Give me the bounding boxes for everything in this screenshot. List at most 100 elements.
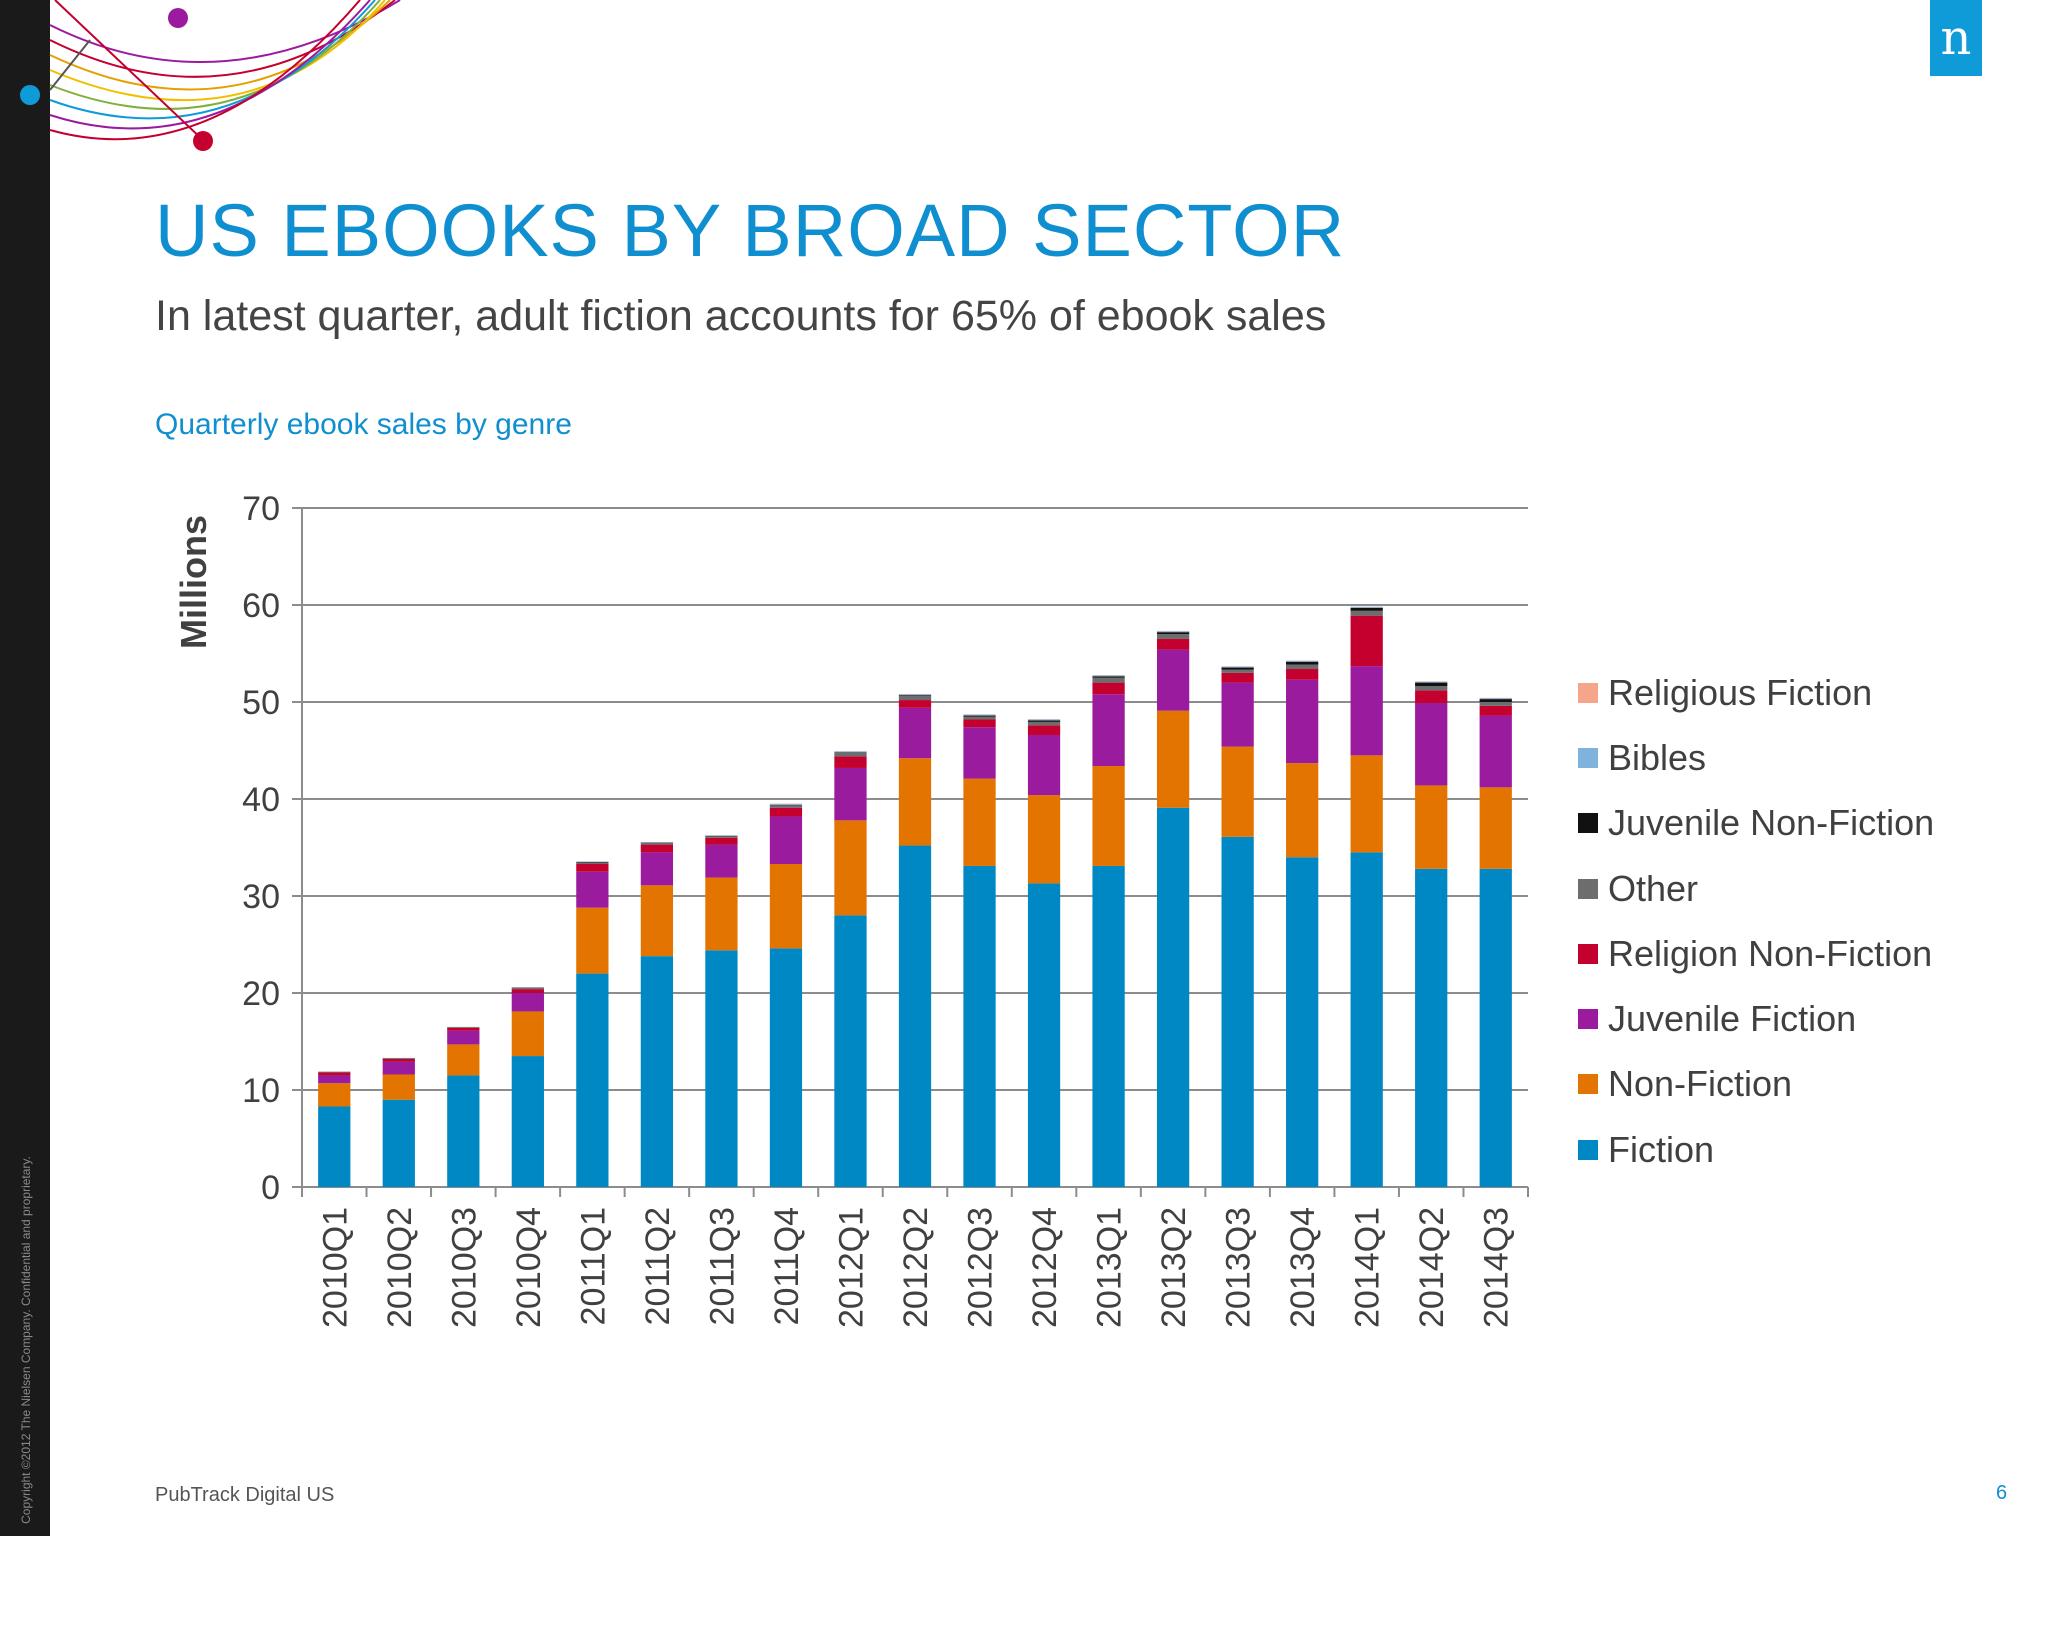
bar-segment (1157, 632, 1189, 634)
bar-segment (1028, 720, 1060, 721)
legend-item: Non-Fiction (1578, 1052, 1934, 1117)
legend-item: Fiction (1578, 1117, 1934, 1182)
bar-segment (576, 872, 608, 908)
bar-segment (1028, 725, 1060, 735)
bar-segment (447, 1044, 479, 1075)
bar-segment (576, 864, 608, 872)
bar-segment (318, 1075, 350, 1083)
bar-segment (1092, 678, 1124, 683)
bar-segment (318, 1083, 350, 1106)
y-tick-label: 60 (242, 587, 280, 625)
bar-segment (1415, 690, 1447, 703)
bar-segment (512, 988, 544, 989)
bar-segment (1157, 634, 1189, 639)
x-tick-label: 2010Q2 (381, 1207, 419, 1328)
bar-segment (1286, 857, 1318, 1187)
bar-segment (641, 852, 673, 885)
bar-segment (963, 719, 995, 727)
bar-segment (1286, 680, 1318, 763)
bar-segment (705, 950, 737, 1187)
bar-segment (963, 866, 995, 1187)
x-tick-label: 2011Q3 (703, 1207, 741, 1325)
bar-segment (770, 804, 802, 805)
bar-segment (834, 768, 866, 820)
bar-segment (899, 694, 931, 695)
bar-segment (834, 753, 866, 756)
bar-segment (641, 956, 673, 1187)
bar-segment (447, 1031, 479, 1045)
bar-segment (899, 696, 931, 700)
y-axis-label: Millions (173, 515, 214, 649)
legend-item: Religion Non-Fiction (1578, 921, 1934, 986)
bar-segment (1286, 669, 1318, 680)
bar-segment (1415, 869, 1447, 1187)
legend-label: Juvenile Non-Fiction (1608, 802, 1934, 844)
legend-label: Juvenile Fiction (1608, 998, 1856, 1040)
x-tick-label: 2012Q2 (897, 1207, 935, 1328)
bar-segment (318, 1073, 350, 1076)
bar-segment (1480, 869, 1512, 1187)
bar-segment (318, 1106, 350, 1187)
bar-segment (1415, 686, 1447, 690)
bar-segment (1157, 631, 1189, 632)
bar-segment (834, 751, 866, 752)
bar-segment (770, 805, 802, 807)
bar-segment (512, 1056, 544, 1187)
bar-segment (1157, 808, 1189, 1187)
bar-segment (576, 908, 608, 974)
legend-swatch (1578, 1074, 1598, 1094)
bar-segment (899, 695, 931, 696)
bar-segment (1286, 665, 1318, 669)
legend-label: Bibles (1608, 737, 1706, 779)
bar-segment (1092, 676, 1124, 677)
bar-segment (1157, 711, 1189, 808)
x-tick-label: 2013Q2 (1155, 1207, 1193, 1328)
bar-segment (834, 915, 866, 1187)
bar-segment (963, 716, 995, 717)
x-tick-label: 2011Q1 (574, 1207, 612, 1325)
bar-segment (770, 948, 802, 1187)
bar-segment (1351, 666, 1383, 755)
bar-segment (641, 885, 673, 956)
bar-segment (1480, 706, 1512, 716)
bar-segment (383, 1062, 415, 1075)
bar-segment (1480, 698, 1512, 699)
bar-segment (770, 864, 802, 948)
x-tick-label: 2011Q2 (639, 1207, 677, 1325)
y-tick-label: 10 (242, 1072, 280, 1110)
bar-segment (1480, 699, 1512, 702)
bar-segment (1222, 683, 1254, 747)
bar-segment (1286, 763, 1318, 857)
bar-segment (1222, 670, 1254, 673)
bar-segment (899, 846, 931, 1187)
footer-source: PubTrack Digital US (155, 1484, 334, 1507)
bar-segment (770, 808, 802, 817)
bar-segment (834, 756, 866, 768)
legend-swatch (1578, 748, 1598, 768)
bar-segment (447, 1028, 479, 1031)
bar-segment (383, 1074, 415, 1099)
bar-segment (1286, 662, 1318, 665)
bar-segment (1222, 747, 1254, 837)
y-tick-label: 40 (242, 781, 280, 819)
bar-segment (1480, 787, 1512, 868)
x-tick-label: 2014Q3 (1478, 1207, 1516, 1328)
legend-swatch (1578, 1140, 1598, 1160)
bar-segment (641, 843, 673, 844)
bar-segment (705, 838, 737, 845)
bar-segment (1092, 675, 1124, 676)
bar-segment (1157, 650, 1189, 711)
y-tick-label: 30 (242, 878, 280, 916)
x-tick-label: 2010Q4 (510, 1207, 548, 1328)
bar-segment (1351, 755, 1383, 852)
bar-segment (705, 878, 737, 951)
bar-segment (576, 974, 608, 1187)
x-tick-label: 2012Q4 (1026, 1207, 1064, 1328)
legend-label: Other (1608, 868, 1698, 910)
bar-segment (963, 715, 995, 716)
bar-segment (899, 700, 931, 708)
bar-segment (705, 836, 737, 837)
legend-item: Other (1578, 856, 1934, 921)
bar-segment (1415, 682, 1447, 683)
